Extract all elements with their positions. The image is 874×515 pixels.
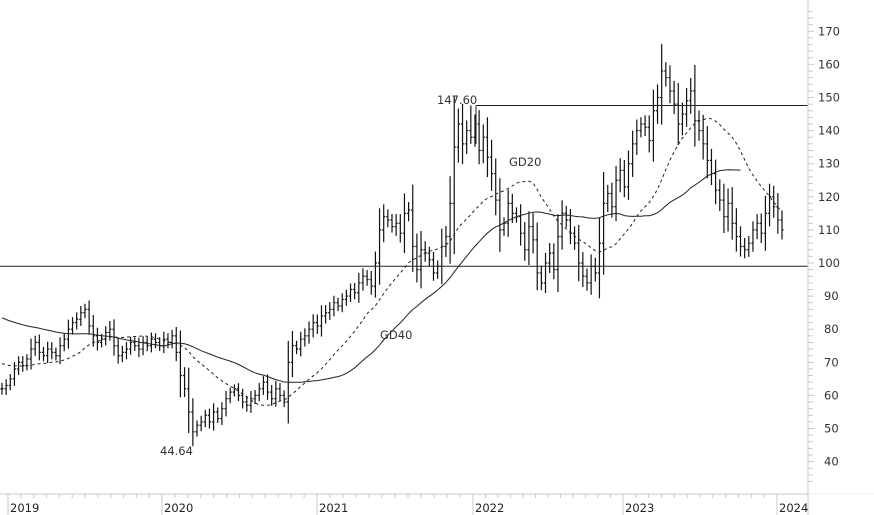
gd40-line bbox=[1, 169, 741, 383]
plot-area bbox=[0, 43, 784, 447]
moving-averages bbox=[1, 117, 783, 406]
y-tick-label: 170 bbox=[818, 24, 840, 38]
gd40-label: GD40 bbox=[380, 328, 412, 342]
y-tick-label: 80 bbox=[824, 322, 839, 336]
x-tick-label: 2024 bbox=[779, 501, 808, 515]
y-tick-label: 100 bbox=[818, 256, 840, 270]
high-label: 147.60 bbox=[437, 93, 477, 107]
gd20-label: GD20 bbox=[509, 155, 541, 169]
y-tick-label: 70 bbox=[824, 355, 839, 369]
x-tick-label: 2023 bbox=[625, 501, 654, 515]
x-tick-label: 2020 bbox=[164, 501, 193, 515]
y-tick-label: 150 bbox=[818, 91, 840, 105]
x-axis: 2019 2020 2021 2022 2023 2024 bbox=[0, 493, 874, 515]
annotations: 147.60 44.64 GD20 GD40 bbox=[160, 93, 541, 458]
y-tick-label: 50 bbox=[824, 422, 839, 436]
y-axis: 40 50 60 70 80 90 100 110 120 130 140 150 160 170 bbox=[807, 0, 840, 515]
y-tick-label: 160 bbox=[818, 57, 840, 71]
y-tick-label: 60 bbox=[824, 388, 839, 402]
y-tick-label: 120 bbox=[818, 190, 840, 204]
y-tick-label: 130 bbox=[818, 157, 840, 171]
x-tick-label: 2021 bbox=[319, 501, 348, 515]
y-tick-label: 40 bbox=[824, 455, 839, 469]
low-label: 44.64 bbox=[160, 444, 193, 458]
y-tick-label: 110 bbox=[818, 223, 840, 237]
x-tick-label: 2022 bbox=[475, 501, 504, 515]
y-tick-label: 140 bbox=[818, 124, 840, 138]
horizontal-lines bbox=[0, 104, 808, 267]
y-tick-label: 90 bbox=[824, 289, 839, 303]
x-tick-label: 2019 bbox=[10, 501, 39, 515]
